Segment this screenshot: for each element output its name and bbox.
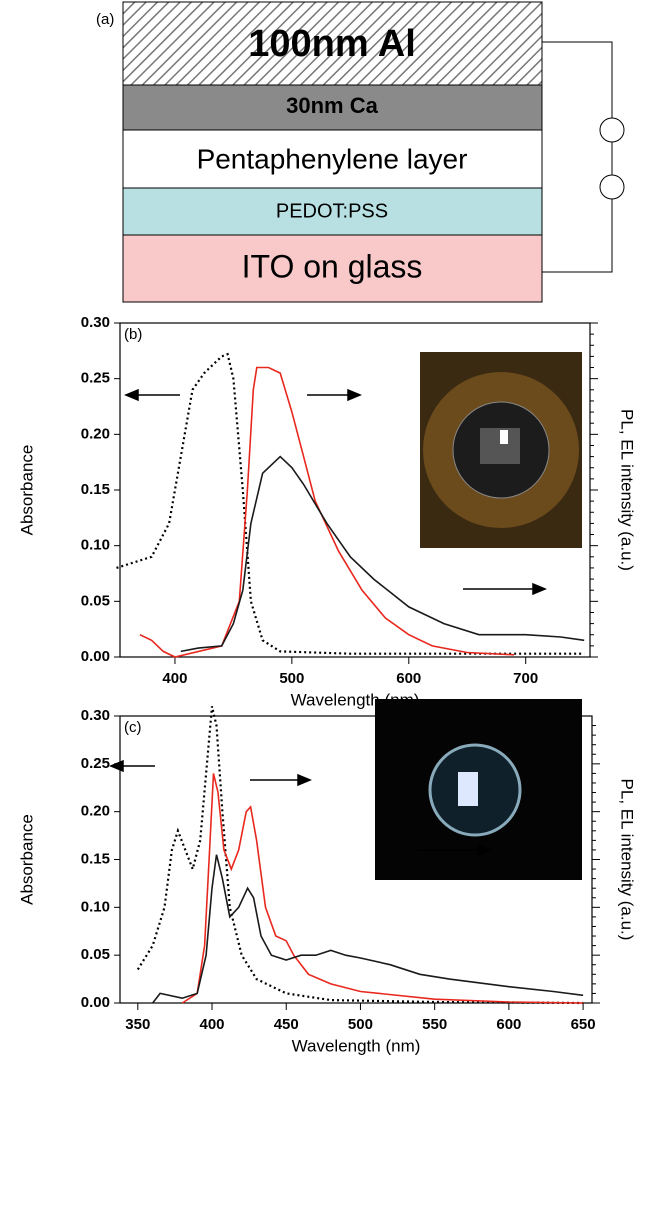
device-diagram: (a) 100nm Al 30nm Ca Pentaphenylene laye…	[96, 1, 625, 303]
x-axis-label: Wavelength (nm)	[292, 1036, 421, 1055]
organic-layer	[122, 129, 543, 189]
y-tick-label: 0.20	[81, 425, 110, 442]
circuit-node	[599, 117, 625, 143]
x-tick-label: 400	[162, 670, 187, 687]
layer-label: PEDOT:PSS	[276, 200, 388, 222]
x-tick-label: 700	[513, 670, 538, 687]
data-line	[116, 352, 585, 655]
layer-label: 30nm Ca	[286, 93, 378, 118]
y-tick-label: 0.30	[81, 707, 110, 724]
ito-layer	[122, 234, 543, 303]
x-tick-label: 550	[422, 1016, 447, 1033]
data-line	[139, 366, 515, 658]
y-tick-label: 0.05	[81, 592, 110, 609]
y-tick-label: 0.00	[81, 994, 110, 1011]
ca-layer	[122, 84, 543, 131]
layer-label: 100nm Al	[248, 23, 416, 65]
y-tick-label: 0.25	[81, 755, 110, 772]
y2-axis-label: PL, EL intensity (a.u.)	[618, 779, 637, 941]
y-tick-label: 0.15	[81, 481, 110, 498]
y-tick-label: 0.20	[81, 803, 110, 820]
y-tick-label: 0.05	[81, 946, 110, 963]
x-tick-label: 350	[125, 1016, 150, 1033]
x-tick-label: 500	[279, 670, 304, 687]
inset-photo-detail	[500, 430, 508, 444]
y2-axis-label: PL, EL intensity (a.u.)	[618, 409, 637, 571]
y-tick-label: 0.15	[81, 850, 110, 867]
plot: 0.00 0.05 0.10 0.15 0.20 0.25 0.30 400 500 600 700…	[17, 314, 636, 710]
x-tick-label: 400	[200, 1016, 225, 1033]
y-axis-label: Absorbance	[17, 814, 36, 905]
x-tick-label: 450	[274, 1016, 299, 1033]
x-tick-label: 600	[496, 1016, 521, 1033]
layer-label: Pentaphenylene layer	[197, 143, 468, 174]
x-tick-label: 500	[348, 1016, 373, 1033]
pedot-layer	[122, 187, 543, 236]
panel-label: (a)	[96, 11, 114, 28]
arrows	[109, 388, 547, 857]
circuit-node	[599, 174, 625, 200]
al-layer	[122, 1, 543, 86]
data-line	[136, 706, 584, 1005]
panel-label: (c)	[124, 719, 142, 736]
panel-label: (b)	[124, 326, 142, 343]
y-tick-label: 0.30	[81, 314, 110, 331]
inset-photo-detail	[458, 772, 478, 806]
x-tick-label: 600	[396, 670, 421, 687]
circuit-wire	[542, 41, 613, 273]
data-line	[152, 854, 584, 1004]
data-line	[180, 455, 585, 653]
data-line	[181, 773, 584, 1004]
y-tick-label: 0.00	[81, 648, 110, 665]
y-tick-label: 0.10	[81, 537, 110, 554]
x-tick-label: 650	[571, 1016, 596, 1033]
layer-label: ITO on glass	[242, 248, 423, 284]
y-tick-label: 0.25	[81, 370, 110, 387]
y-tick-label: 0.10	[81, 898, 110, 915]
y-axis-label: Absorbance	[17, 445, 36, 536]
